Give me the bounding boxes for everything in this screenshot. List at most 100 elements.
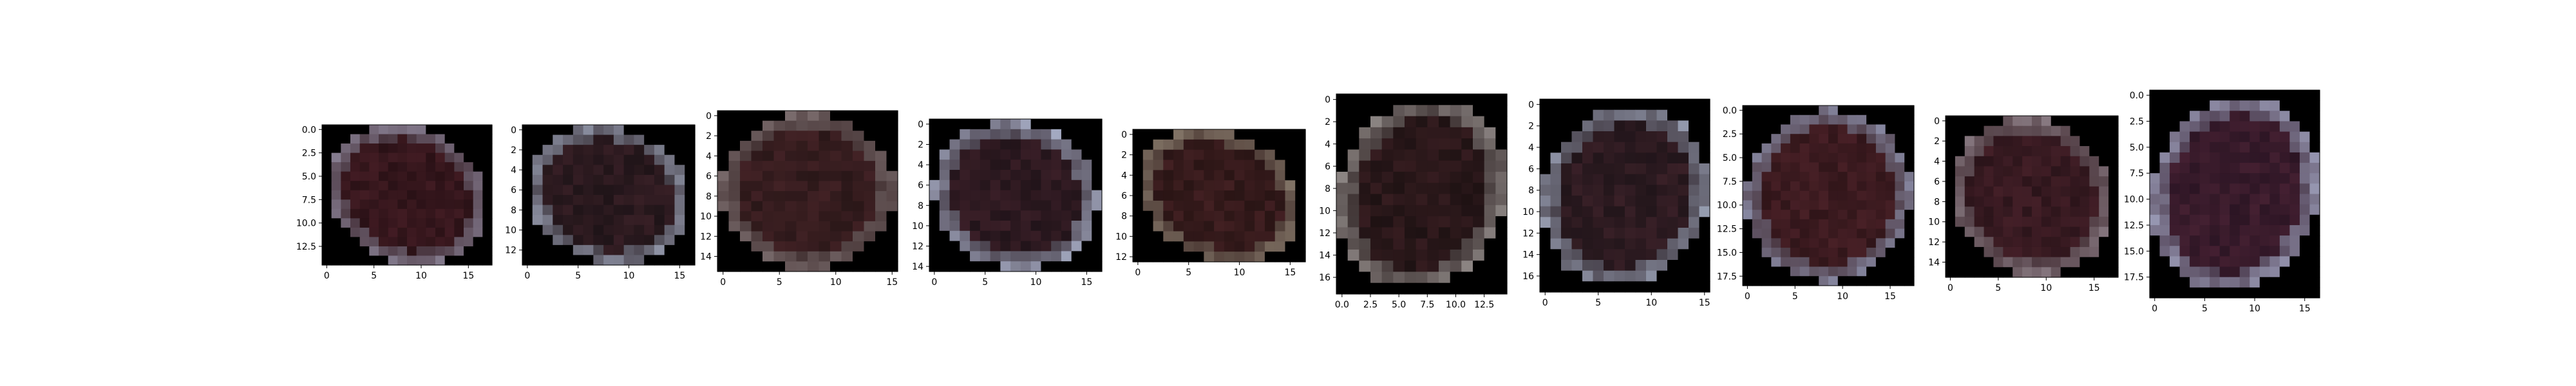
image-pixel xyxy=(664,225,676,235)
image-pixel xyxy=(2150,100,2161,111)
image-pixel xyxy=(1405,194,1417,206)
image-pixel xyxy=(1183,160,1195,170)
image-pixel xyxy=(2079,136,2090,147)
image-pixel xyxy=(2199,142,2210,153)
image-pixel xyxy=(1381,183,1394,195)
image-pixel xyxy=(1604,99,1615,111)
image-pixel xyxy=(593,154,604,165)
image-pixel xyxy=(1081,190,1092,201)
image-pixel xyxy=(2099,156,2109,167)
image-pixel xyxy=(2041,267,2052,278)
image-pixel xyxy=(1984,125,1994,136)
image-pixel xyxy=(1061,261,1072,272)
image-pixel xyxy=(1904,115,1915,125)
image-pixel xyxy=(444,227,455,237)
image-pixel xyxy=(1866,257,1877,268)
image-pixel xyxy=(785,181,797,192)
image-pixel xyxy=(2309,100,2320,111)
image-pixel xyxy=(1593,109,1604,121)
image-pixel xyxy=(654,195,665,206)
image-pixel xyxy=(1819,228,1829,239)
image-pixel xyxy=(341,134,351,144)
image-pixel xyxy=(416,171,426,181)
image-pixel xyxy=(1974,146,1985,157)
image-pixel xyxy=(522,205,533,216)
image-pixel xyxy=(1699,152,1710,164)
image-pixel xyxy=(1234,241,1245,252)
image-pixel xyxy=(773,111,786,122)
image-pixel xyxy=(1571,109,1583,121)
image-pixel xyxy=(1142,180,1154,191)
image-pixel xyxy=(796,191,808,202)
image-pixel xyxy=(1255,129,1265,140)
image-pixel xyxy=(522,165,533,176)
image-pixel xyxy=(2170,111,2181,122)
image-pixel xyxy=(1904,200,1915,210)
image-pixel xyxy=(1561,196,1573,207)
image-pixel xyxy=(1582,174,1594,185)
image-pixel xyxy=(331,227,341,237)
y-tick-label: 8 xyxy=(706,192,712,202)
image-pixel xyxy=(808,181,820,192)
image-pixel xyxy=(654,225,665,235)
image-pixel xyxy=(397,134,408,144)
image-pixel xyxy=(1678,163,1689,175)
image-pixel xyxy=(853,140,865,152)
image-pixel xyxy=(1993,176,2003,187)
image-pixel xyxy=(2190,246,2201,257)
image-pixel xyxy=(875,120,887,131)
image-pixel xyxy=(929,190,940,201)
image-pixel xyxy=(2079,246,2090,258)
image-pixel xyxy=(1955,207,1965,217)
image-pixel xyxy=(664,244,676,256)
image-pixel xyxy=(532,215,544,226)
image-pixel xyxy=(350,237,361,247)
image-pixel xyxy=(1984,146,1994,157)
image-pixel xyxy=(1484,261,1496,273)
image-pixel xyxy=(2190,90,2201,101)
image-pixel xyxy=(717,241,730,252)
image-pixel xyxy=(2179,225,2190,236)
image-pixel xyxy=(1946,186,1956,198)
image-pixel xyxy=(796,120,808,131)
panel-10: 0 5 10 150.02.55.07.510.012.515.017.5 xyxy=(2124,89,2320,314)
image-pixel xyxy=(1614,260,1625,271)
image-pixel xyxy=(1214,139,1225,151)
image-pixel xyxy=(1984,196,1994,207)
image-pixel xyxy=(1866,172,1877,182)
image-pixel xyxy=(1461,171,1473,183)
image-pixel xyxy=(1224,149,1235,161)
image-pixel xyxy=(2159,225,2170,236)
image-pixel xyxy=(2159,246,2170,257)
image-pixel xyxy=(1904,228,1915,239)
image-pixel xyxy=(1405,138,1417,150)
image-pixel xyxy=(1699,99,1710,111)
image-pixel xyxy=(2150,183,2161,195)
image-pixel xyxy=(2150,173,2161,184)
image-pixel xyxy=(960,160,971,170)
image-pixel xyxy=(2003,216,2013,228)
image-pixel xyxy=(1285,139,1296,151)
panel-1-axes-frame xyxy=(321,124,493,266)
image-pixel xyxy=(435,125,446,135)
image-pixel xyxy=(2199,173,2210,184)
image-pixel xyxy=(2032,136,2042,147)
image-pixel xyxy=(1439,138,1451,150)
image-pixel xyxy=(1699,270,1710,282)
image-pixel xyxy=(2309,121,2320,133)
image-pixel xyxy=(454,162,464,172)
image-pixel xyxy=(886,120,898,131)
image-pixel xyxy=(2079,216,2090,228)
image-pixel xyxy=(2179,163,2190,174)
image-pixel xyxy=(2041,136,2052,147)
image-pixel xyxy=(2210,173,2221,184)
y-tick-label: 2 xyxy=(1934,136,1940,147)
image-pixel xyxy=(1837,266,1848,277)
image-pixel xyxy=(796,221,808,232)
image-pixel xyxy=(1847,115,1857,125)
image-pixel xyxy=(2170,90,2181,101)
image-pixel xyxy=(864,251,876,262)
image-pixel xyxy=(1461,138,1473,150)
x-tick-label: 0 xyxy=(524,271,530,281)
image-pixel xyxy=(664,195,676,206)
